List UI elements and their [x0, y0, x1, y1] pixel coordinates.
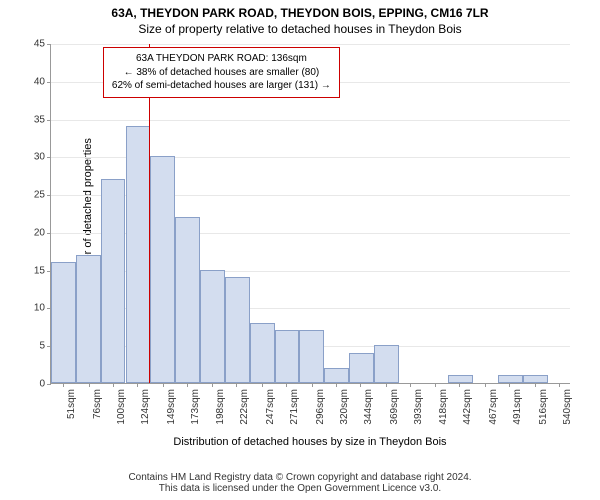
y-tick-label: 40 — [34, 76, 45, 87]
histogram-bar — [150, 156, 175, 383]
y-tick-label: 45 — [34, 39, 45, 50]
x-tick-label: 393sqm — [413, 389, 424, 425]
x-tick-mark — [262, 383, 263, 387]
y-tick-mark — [47, 82, 51, 83]
x-tick-label: 222sqm — [239, 389, 250, 425]
x-tick-mark — [89, 383, 90, 387]
plot-area: 05101520253035404551sqm76sqm100sqm124sqm… — [50, 44, 570, 384]
x-tick-mark — [312, 383, 313, 387]
x-tick-mark — [212, 383, 213, 387]
annotation-line-3: 62% of semi-detached houses are larger (… — [112, 79, 331, 93]
histogram-bar — [523, 375, 548, 383]
x-tick-label: 100sqm — [116, 389, 127, 425]
histogram-bar — [126, 126, 151, 383]
x-tick-label: 271sqm — [289, 389, 300, 425]
x-tick-label: 369sqm — [389, 389, 400, 425]
x-tick-label: 344sqm — [363, 389, 374, 425]
footer-line-1: Contains HM Land Registry data © Crown c… — [128, 472, 471, 483]
histogram-bar — [225, 277, 250, 383]
x-tick-label: 442sqm — [462, 389, 473, 425]
y-tick-label: 10 — [34, 303, 45, 314]
annotation-line-1: 63A THEYDON PARK ROAD: 136sqm — [112, 52, 331, 66]
x-tick-label: 124sqm — [140, 389, 151, 425]
histogram-bar — [175, 217, 200, 383]
x-tick-label: 296sqm — [315, 389, 326, 425]
x-tick-label: 51sqm — [66, 389, 77, 419]
footer-line-2: This data is licensed under the Open Gov… — [159, 483, 441, 494]
y-tick-label: 0 — [39, 379, 45, 390]
x-tick-mark — [386, 383, 387, 387]
x-tick-mark — [559, 383, 560, 387]
histogram-bar — [349, 353, 374, 383]
y-tick-mark — [47, 157, 51, 158]
histogram-bar — [275, 330, 300, 383]
x-tick-label: 418sqm — [438, 389, 449, 425]
x-tick-mark — [286, 383, 287, 387]
x-tick-label: 491sqm — [512, 389, 523, 425]
chart-title-subtitle: Size of property relative to detached ho… — [0, 20, 600, 36]
x-tick-mark — [336, 383, 337, 387]
x-tick-mark — [163, 383, 164, 387]
x-tick-mark — [435, 383, 436, 387]
x-tick-label: 198sqm — [215, 389, 226, 425]
annotation-box: 63A THEYDON PARK ROAD: 136sqm← 38% of de… — [103, 47, 340, 98]
histogram-bar — [374, 345, 399, 383]
histogram-bar — [250, 323, 275, 383]
histogram-bar — [76, 255, 101, 383]
x-tick-mark — [535, 383, 536, 387]
x-tick-label: 149sqm — [166, 389, 177, 425]
y-tick-mark — [47, 44, 51, 45]
plot-frame: 05101520253035404551sqm76sqm100sqm124sqm… — [50, 44, 570, 384]
gridline — [51, 44, 570, 45]
y-tick-label: 5 — [39, 341, 45, 352]
y-tick-label: 30 — [34, 152, 45, 163]
x-tick-label: 76sqm — [92, 389, 103, 419]
y-tick-mark — [47, 233, 51, 234]
histogram-bar — [498, 375, 523, 383]
x-tick-label: 173sqm — [190, 389, 201, 425]
x-tick-label: 320sqm — [339, 389, 350, 425]
chart-container: 63A, THEYDON PARK ROAD, THEYDON BOIS, EP… — [0, 0, 600, 500]
histogram-bar — [200, 270, 225, 383]
x-tick-label: 247sqm — [265, 389, 276, 425]
histogram-bar — [51, 262, 76, 383]
x-axis-label: Distribution of detached houses by size … — [50, 436, 570, 448]
y-tick-label: 25 — [34, 190, 45, 201]
x-tick-label: 540sqm — [562, 389, 573, 425]
x-tick-mark — [236, 383, 237, 387]
y-tick-label: 35 — [34, 114, 45, 125]
x-tick-label: 467sqm — [488, 389, 499, 425]
x-tick-mark — [63, 383, 64, 387]
y-tick-label: 15 — [34, 265, 45, 276]
y-tick-mark — [47, 120, 51, 121]
y-tick-mark — [47, 195, 51, 196]
x-tick-mark — [459, 383, 460, 387]
x-tick-mark — [509, 383, 510, 387]
chart-footer: Contains HM Land Registry data © Crown c… — [0, 472, 600, 494]
x-tick-mark — [187, 383, 188, 387]
x-tick-mark — [410, 383, 411, 387]
gridline — [51, 120, 570, 121]
annotation-line-2: ← 38% of detached houses are smaller (80… — [112, 66, 331, 80]
histogram-bar — [101, 179, 126, 383]
y-tick-mark — [47, 384, 51, 385]
chart-title-address: 63A, THEYDON PARK ROAD, THEYDON BOIS, EP… — [0, 0, 600, 20]
y-tick-label: 20 — [34, 227, 45, 238]
x-tick-mark — [360, 383, 361, 387]
histogram-bar — [324, 368, 349, 383]
x-tick-mark — [137, 383, 138, 387]
x-tick-label: 516sqm — [538, 389, 549, 425]
x-tick-mark — [113, 383, 114, 387]
histogram-bar — [448, 375, 473, 383]
x-tick-mark — [485, 383, 486, 387]
histogram-bar — [299, 330, 324, 383]
